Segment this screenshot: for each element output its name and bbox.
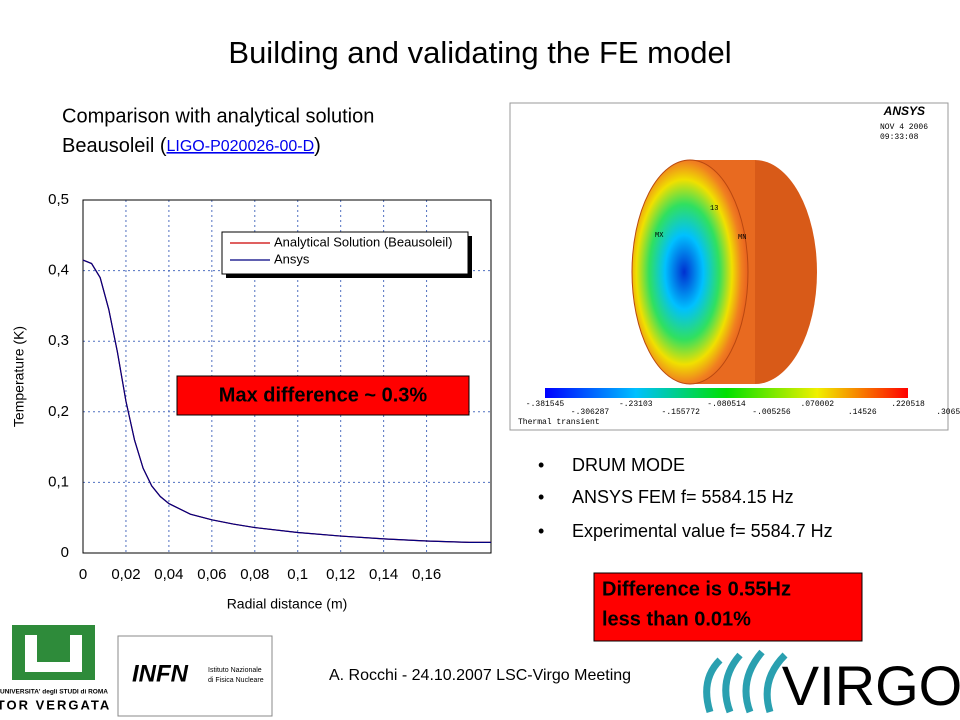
annotation-box (176, 375, 470, 416)
drum-face (631, 159, 749, 385)
series-line (82, 259, 491, 544)
colorbar-label: .306527 (936, 408, 960, 417)
y-tick-label: 0,5 (48, 191, 69, 208)
reference-link[interactable]: LIGO-P020026-00-D (167, 138, 315, 155)
logo-text: di Fisica Nucleare (208, 677, 264, 684)
x-tick-label: 0,1 (287, 566, 308, 583)
y-tick-label: 0 (61, 544, 69, 561)
ansys-time: 09:33:08 (880, 133, 919, 142)
colorbar-label: -.23103 (619, 400, 653, 409)
logo-text: Istituto Nazionale (208, 667, 262, 674)
x-tick-label: 0,12 (326, 566, 355, 583)
x-tick-label: 0,04 (154, 566, 183, 583)
logo-shape (703, 649, 788, 714)
logo-shape (12, 625, 95, 680)
colorbar-label: -.005256 (752, 408, 791, 417)
marker: 13 (710, 205, 718, 213)
slide-title: Building and validating the FE model (228, 35, 731, 70)
y-tick-label: 0,4 (48, 262, 69, 279)
marker: MN (738, 234, 746, 242)
colorbar-label: .070002 (800, 400, 834, 409)
bullet-dot: • (538, 487, 544, 507)
y-axis-label: Temperature (K) (11, 326, 27, 427)
x-tick-label: 0,08 (240, 566, 269, 583)
x-tick-label: 0,14 (369, 566, 398, 583)
marker: MX (655, 232, 664, 240)
footer: A. Rocchi - 24.10.2007 LSC-Virgo Meeting (329, 667, 631, 684)
logo-frame (117, 635, 273, 717)
legend (221, 231, 469, 275)
subtitle-prefix: Beausoleil ( (62, 135, 167, 157)
result-text: Difference is 0.55Hz (602, 578, 791, 600)
subtitle-suffix: ) (314, 135, 321, 157)
chart: 0 0,1 0,2 0,3 0,4 0,5 0 0,02 0,04 0,06 0,08 0,1 0,12… (11, 191, 492, 612)
colorbar-label: .220518 (891, 400, 925, 409)
logo-text: VIRGO (782, 654, 960, 717)
colorbar-label: -.080514 (707, 400, 746, 409)
virgo-logo: VIRGO (703, 649, 960, 717)
y-tick-label: 0,2 (48, 403, 69, 420)
colorbar-label: -.381545 (526, 400, 565, 409)
bullet: Experimental value f= 5584.7 Hz (572, 521, 833, 541)
ansys-date: NOV 4 2006 (880, 123, 928, 132)
logo-text: INFN (132, 660, 189, 687)
plot-border (82, 199, 492, 554)
bullet: ANSYS FEM f= 5584.15 Hz (572, 487, 794, 507)
x-axis-label: Radial distance (m) (227, 596, 348, 612)
infn-logo: INFN Istituto Nazionale di Fisica Nuclea… (117, 635, 273, 717)
x-tick-label: 0,02 (111, 566, 140, 583)
ansys-logo: ANSYS (883, 104, 925, 118)
bullet-dot: • (538, 521, 544, 541)
colorbar-label: -.306287 (571, 408, 610, 417)
result-box (593, 572, 863, 642)
logo-text: UNIVERSITA' degli STUDI di ROMA (0, 689, 108, 696)
y-tick-label: 0,3 (48, 332, 69, 349)
bullet-dot: • (538, 455, 544, 475)
colorbar-label: .14526 (848, 408, 877, 417)
x-tick-label: 0,16 (412, 566, 441, 583)
image-caption: Thermal transient (518, 418, 600, 427)
result-text: less than 0.01% (602, 608, 751, 630)
legend-label: Ansys (274, 251, 310, 266)
x-tick-label: 0,06 (197, 566, 226, 583)
colorbar-label: -.155772 (662, 408, 701, 417)
y-tick-label: 0,1 (48, 473, 69, 490)
university-logo: UNIVERSITA' degli STUDI di ROMA TOR VERG… (0, 625, 111, 712)
logo-text: TOR VERGATA (0, 697, 111, 712)
subtitle: Beausoleil (LIGO-P020026-00-D) (62, 135, 321, 157)
subtitle: Comparison with analytical solution (62, 105, 374, 127)
bullet: DRUM MODE (572, 455, 685, 475)
x-tick-label: 0 (79, 566, 87, 583)
legend-label: Analytical Solution (Beausoleil) (274, 234, 452, 249)
annotation: Max difference ~ 0.3% (219, 384, 428, 406)
colorbar (545, 388, 908, 398)
ansys-image: ANSYS NOV 4 2006 09:33:08 MX MN 13 -.381… (509, 102, 960, 431)
